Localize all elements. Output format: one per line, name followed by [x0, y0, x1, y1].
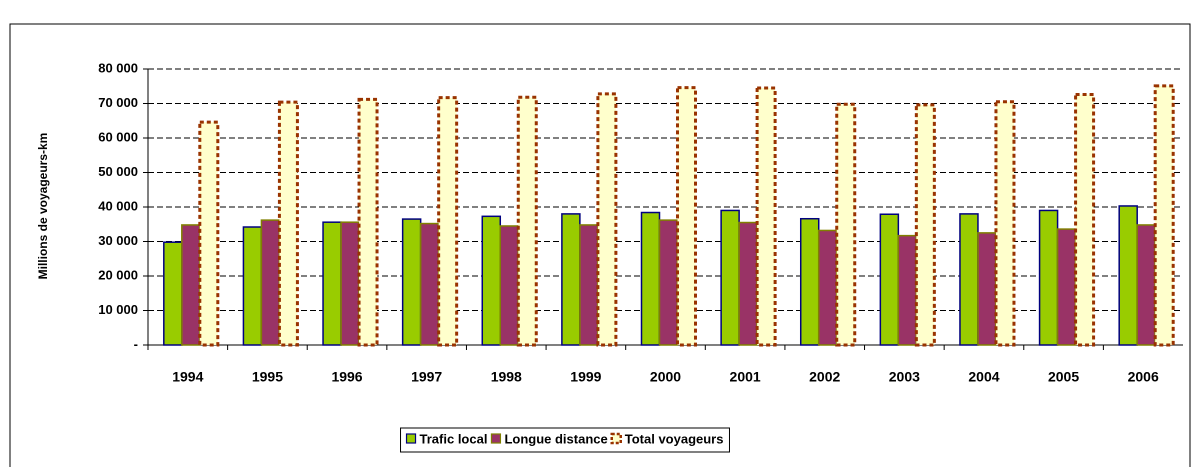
y-tick-label: 50 000 — [98, 164, 138, 179]
bar — [516, 95, 538, 347]
legend-swatch — [610, 432, 622, 445]
x-tick-label: 1994 — [172, 369, 203, 385]
bar — [579, 224, 599, 346]
x-tick-label: 2005 — [1048, 369, 1079, 385]
x-tick-label: 1995 — [252, 369, 283, 385]
x-tick-label: 1997 — [411, 369, 442, 385]
x-tick-label: 1998 — [491, 369, 522, 385]
bar — [401, 218, 422, 346]
bar — [322, 221, 342, 346]
bar — [755, 86, 777, 347]
bar — [1074, 93, 1096, 347]
bar — [437, 96, 459, 347]
bar — [994, 100, 1016, 347]
x-tick-label: 2003 — [889, 369, 920, 385]
bar — [799, 217, 820, 346]
bar — [817, 229, 838, 346]
legend-label: Total voyageurs — [625, 431, 724, 446]
bar — [1118, 205, 1138, 346]
bar — [277, 100, 299, 347]
x-tick-label: 2000 — [650, 369, 681, 385]
y-tick-label: 30 000 — [98, 233, 138, 248]
y-tick-label: 70 000 — [98, 95, 138, 110]
bar — [879, 213, 900, 346]
bar — [481, 215, 502, 346]
bar — [163, 241, 183, 346]
x-tick-label: 2001 — [730, 369, 761, 385]
bar — [897, 234, 918, 346]
bar — [676, 86, 697, 347]
bar — [959, 213, 979, 346]
bar — [640, 211, 661, 346]
y-axis-label: Millions de voyageurs-km — [36, 133, 50, 280]
x-tick-label: 1996 — [331, 369, 362, 385]
legend-swatch — [405, 433, 417, 444]
bar — [1038, 209, 1059, 346]
bar — [914, 103, 936, 347]
bar — [340, 221, 360, 346]
bar — [720, 209, 740, 346]
y-tick-label: 20 000 — [98, 267, 138, 282]
bar — [1136, 224, 1156, 346]
x-tick-label: 2002 — [809, 369, 840, 385]
bar — [977, 232, 997, 346]
y-tick-label: 10 000 — [98, 302, 138, 317]
bar — [419, 222, 440, 346]
legend-label: Trafic local — [420, 431, 488, 446]
bar — [181, 224, 201, 346]
bar — [357, 97, 379, 347]
y-tick-label: - — [134, 336, 138, 351]
legend-swatch — [490, 433, 502, 444]
x-tick-label: 1999 — [570, 369, 601, 385]
bar — [198, 120, 220, 347]
legend: Trafic local Longue distance Total voyageu… — [400, 427, 730, 453]
bar — [835, 102, 857, 347]
bar — [260, 219, 281, 346]
bar — [561, 213, 581, 346]
y-tick-label: 40 000 — [98, 198, 138, 213]
y-tick-label: 60 000 — [98, 129, 138, 144]
x-tick-label: 2006 — [1128, 369, 1159, 385]
bar — [242, 226, 263, 346]
x-tick-label: 2004 — [968, 369, 999, 385]
bar — [1056, 228, 1077, 346]
legend-box — [400, 427, 730, 453]
bar — [658, 219, 679, 346]
y-tick-label: 80 000 — [98, 60, 138, 75]
bar — [1153, 84, 1175, 347]
bar — [596, 92, 618, 347]
bar — [499, 225, 520, 346]
legend-label: Longue distance — [504, 431, 607, 446]
bar — [738, 221, 758, 346]
